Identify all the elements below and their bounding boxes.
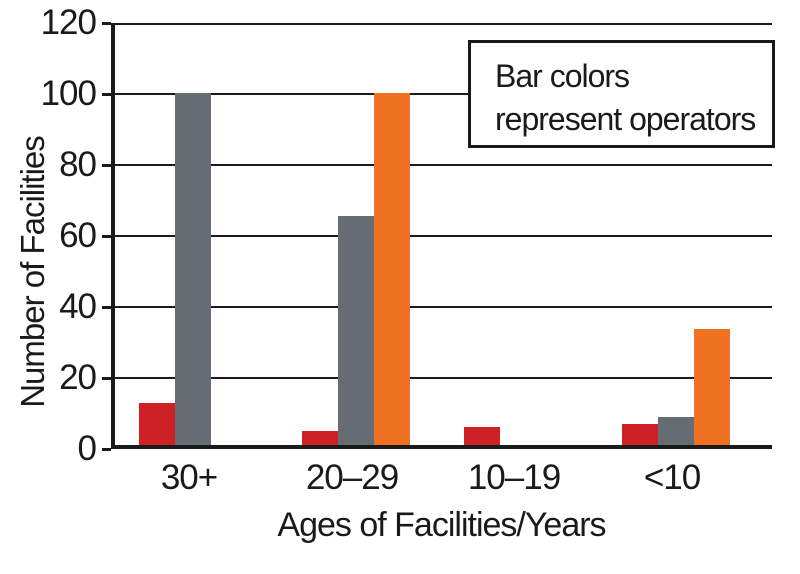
bar-red-operator-20–29 bbox=[302, 430, 338, 445]
bar-red-operator-<10 bbox=[622, 423, 658, 445]
bar-group-10–19 bbox=[464, 23, 572, 445]
y-tick-label-60: 60 bbox=[59, 216, 97, 255]
y-tick-mark-80 bbox=[102, 164, 111, 167]
y-tick-label-120: 120 bbox=[40, 3, 97, 42]
y-gridline-120 bbox=[115, 23, 772, 25]
y-tick-label-100: 100 bbox=[40, 74, 97, 113]
y-tick-label-20: 20 bbox=[59, 358, 97, 397]
y-tick-mark-20 bbox=[102, 377, 111, 380]
y-tick-label-0: 0 bbox=[77, 429, 97, 468]
bar-group-<10 bbox=[622, 23, 730, 445]
bar-gray-operator-30+ bbox=[175, 93, 211, 445]
y-tick-label-40: 40 bbox=[59, 287, 97, 326]
bar-gray-operator-<10 bbox=[658, 416, 694, 445]
bar-red-operator-10–19 bbox=[464, 427, 500, 445]
bar-group-20–29 bbox=[302, 23, 410, 445]
y-tick-mark-40 bbox=[102, 306, 111, 309]
legend-text-line1: Bar colors bbox=[495, 58, 630, 94]
x-category-label-20–29: 20–29 bbox=[305, 458, 399, 497]
x-category-label-10–19: 10–19 bbox=[467, 458, 561, 497]
y-gridline-100 bbox=[115, 93, 772, 95]
bar-red-operator-30+ bbox=[139, 402, 175, 445]
bar-orange-operator-<10 bbox=[694, 328, 730, 445]
bar-group-30+ bbox=[139, 23, 247, 445]
y-gridline-20 bbox=[115, 377, 772, 379]
y-tick-label-80: 80 bbox=[59, 145, 97, 184]
y-tick-mark-60 bbox=[102, 235, 111, 238]
legend-box: Bar colors represent operators bbox=[468, 40, 775, 148]
x-category-label-30+: 30+ bbox=[160, 458, 218, 497]
bar-gray-operator-20–29 bbox=[338, 216, 374, 445]
y-tick-mark-120 bbox=[102, 22, 111, 25]
x-category-label-<10: <10 bbox=[643, 458, 701, 497]
y-tick-mark-100 bbox=[102, 93, 111, 96]
y-gridline-60 bbox=[115, 235, 772, 237]
x-axis-title: Ages of Facilities/Years bbox=[277, 506, 606, 544]
bar-orange-operator-20–29 bbox=[374, 93, 410, 445]
legend-text-line2: represent operators bbox=[495, 101, 756, 137]
y-tick-mark-0 bbox=[102, 448, 111, 451]
y-gridline-80 bbox=[115, 164, 772, 166]
y-gridline-40 bbox=[115, 306, 772, 308]
